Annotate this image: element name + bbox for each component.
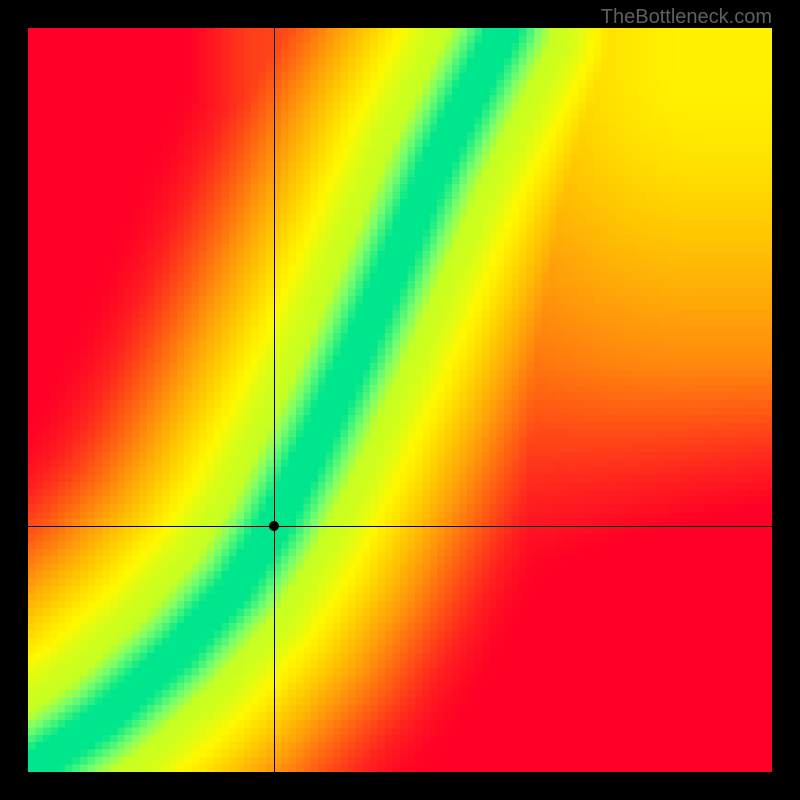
crosshair-vertical (274, 28, 275, 772)
watermark-text: TheBottleneck.com (601, 6, 772, 29)
heatmap-plot (28, 28, 772, 772)
crosshair-horizontal (28, 526, 772, 527)
crosshair-marker (269, 521, 279, 531)
heatmap-canvas (28, 28, 772, 772)
